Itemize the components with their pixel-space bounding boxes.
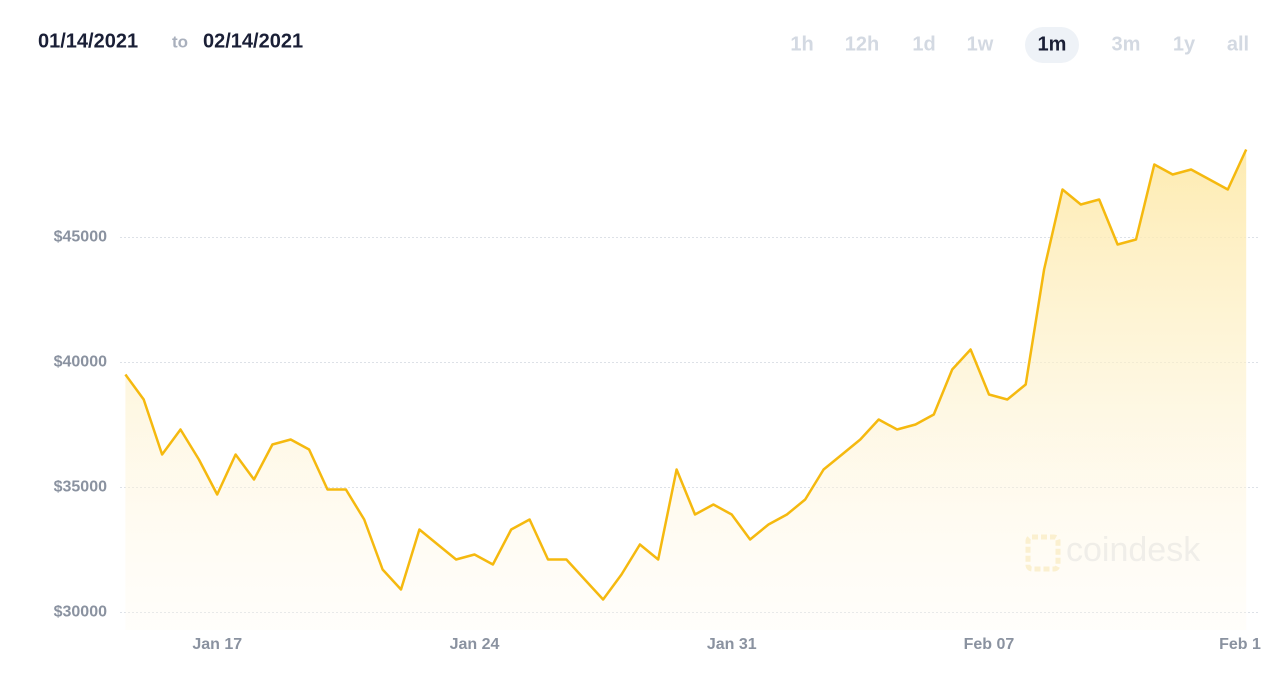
end-date: 02/14/2021 bbox=[203, 30, 303, 52]
x-tick-label: Jan 24 bbox=[450, 636, 500, 653]
start-date: 01/14/2021 bbox=[38, 30, 138, 52]
range-button[interactable]: 1m bbox=[1038, 33, 1067, 55]
range-button[interactable]: 12h bbox=[845, 33, 879, 55]
range-button[interactable]: 1h bbox=[790, 33, 813, 55]
range-button[interactable]: 1w bbox=[967, 33, 994, 55]
y-tick-label: $30000 bbox=[54, 604, 107, 621]
range-button[interactable]: 3m bbox=[1112, 33, 1141, 55]
x-tick-label: Jan 31 bbox=[707, 636, 757, 653]
joiner: to bbox=[172, 32, 188, 51]
range-button[interactable]: 1d bbox=[912, 33, 935, 55]
active-pill bbox=[1025, 27, 1079, 63]
y-tick-label: $40000 bbox=[54, 354, 107, 371]
price-line bbox=[124, 148, 1248, 601]
range-button[interactable]: all bbox=[1227, 33, 1249, 55]
x-tick-label: Jan 17 bbox=[192, 636, 242, 653]
y-tick-label: $35000 bbox=[54, 479, 107, 496]
range-button[interactable]: 1y bbox=[1173, 33, 1196, 55]
y-tick-label: $45000 bbox=[54, 229, 107, 246]
area bbox=[125, 149, 1247, 630]
x-tick-label: Feb 1 bbox=[1219, 636, 1261, 653]
x-tick-label: Feb 07 bbox=[964, 636, 1015, 653]
